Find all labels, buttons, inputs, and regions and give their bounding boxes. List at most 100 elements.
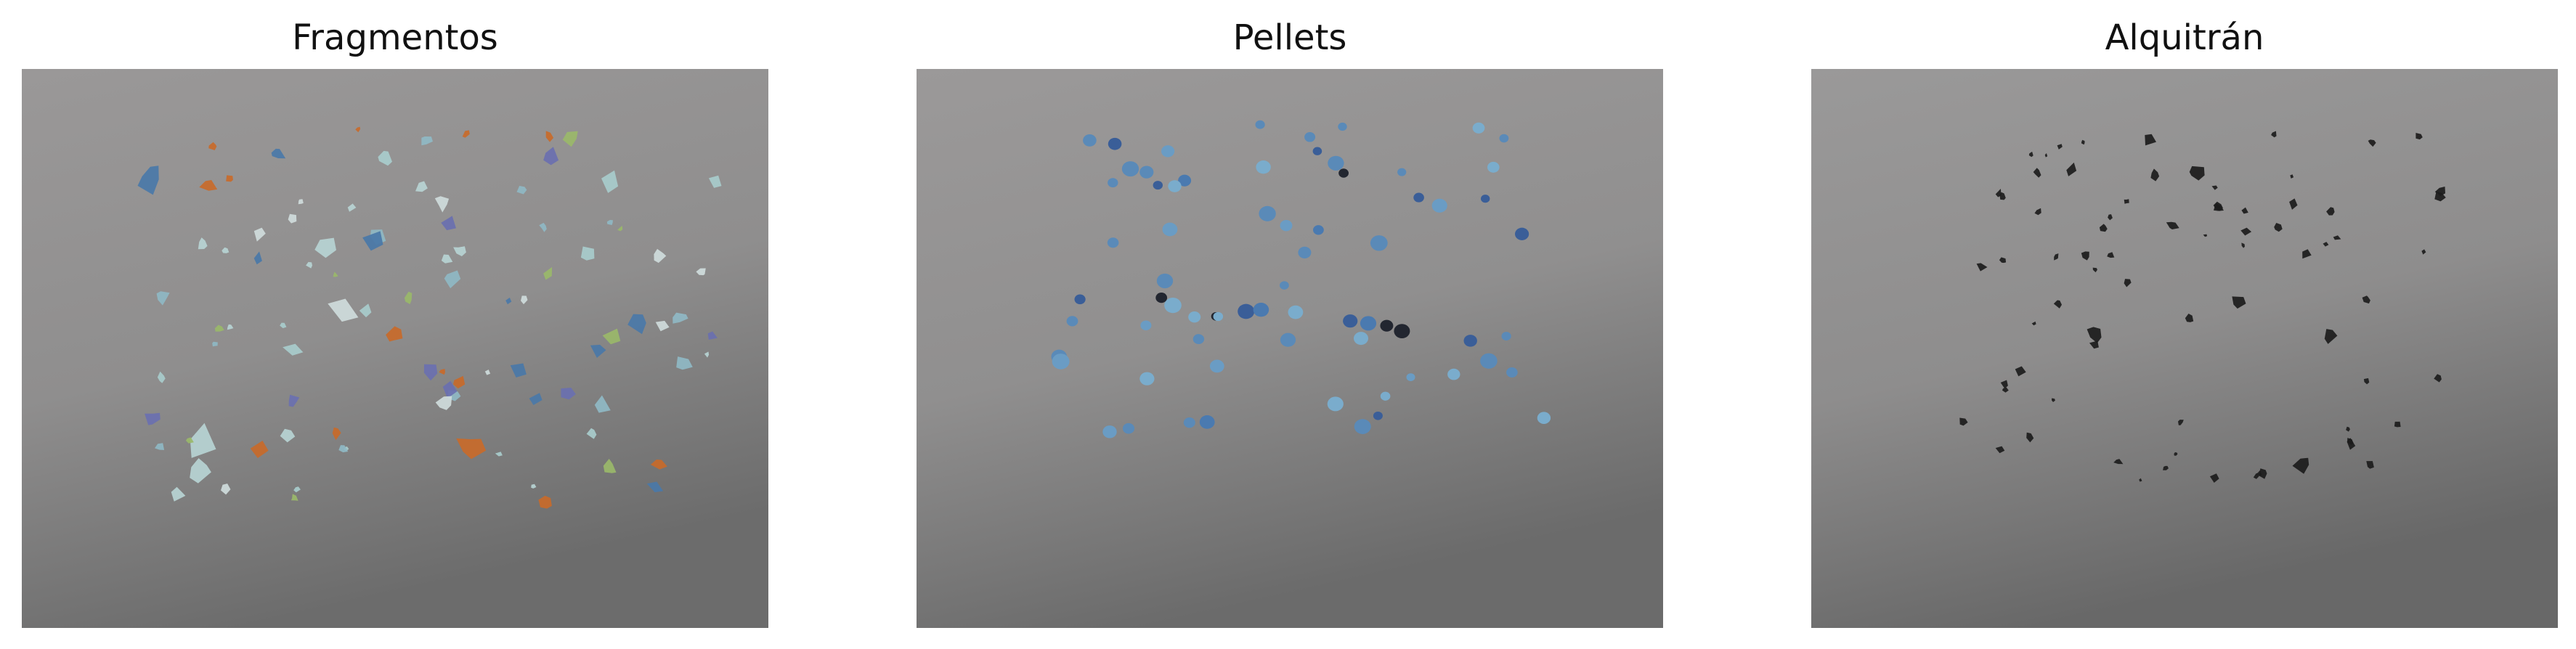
tar-ball [2026, 432, 2034, 443]
tar-ball [2289, 198, 2298, 210]
plastic-pellet [1481, 195, 1490, 203]
plastic-pellet [1360, 316, 1377, 331]
plastic-pellet [1192, 334, 1205, 345]
tar-ball [1999, 257, 2007, 264]
plastic-pellet [1140, 320, 1152, 330]
plastic-fragment [510, 363, 527, 377]
tar-ball [2346, 426, 2350, 432]
plastic-fragment [676, 356, 693, 370]
plastic-fragment [333, 272, 338, 277]
plastic-fragment [355, 126, 361, 133]
tar-ball [2087, 327, 2102, 343]
plastic-fragment [226, 175, 233, 182]
plastic-pellet [1052, 354, 1070, 370]
plastic-pellet [1304, 132, 1316, 142]
tar-ball [2092, 267, 2097, 273]
plastic-fragment [306, 261, 312, 269]
plastic-pellet [1213, 311, 1224, 322]
plastic-fragment [444, 270, 461, 289]
plastic-pellet [1209, 359, 1224, 373]
plastic-pellet [1431, 198, 1447, 213]
tar-ball [2000, 380, 2008, 389]
photo-tar-balls [1811, 69, 2558, 628]
tar-ball [2107, 252, 2115, 258]
tar-ball [2271, 131, 2277, 138]
plastic-fragment [283, 343, 304, 356]
plastic-fragment [562, 131, 578, 147]
plastic-pellet [1188, 311, 1201, 323]
plastic-pellet [1447, 368, 1460, 380]
plastic-fragment [543, 266, 553, 280]
plastic-fragment [538, 495, 552, 509]
plastic-pellet [1183, 417, 1195, 428]
plastic-fragment [338, 445, 349, 453]
plastic-fragment [456, 438, 487, 460]
plastic-pellet [1153, 181, 1163, 190]
tar-ball [2434, 191, 2446, 202]
plastic-pellet [1107, 237, 1119, 248]
plastic-fragment [708, 175, 722, 188]
plastic-fragment [212, 341, 218, 347]
plastic-pellet [1102, 425, 1117, 438]
plastic-pellet [1155, 292, 1168, 303]
tar-ball [2434, 374, 2442, 383]
plastic-fragment [654, 248, 667, 264]
plastic-pellet [1506, 367, 1518, 378]
tar-ball [2034, 208, 2041, 216]
plastic-fragment [484, 370, 491, 375]
tar-ball [2052, 398, 2055, 402]
plastic-fragment [655, 320, 670, 332]
tar-ball [2421, 249, 2426, 255]
plastic-fragment [505, 298, 512, 305]
panel-pellets: Pellets [917, 0, 1663, 649]
plastic-fragment [415, 181, 428, 192]
plastic-fragment [453, 246, 466, 256]
plastic-fragment [190, 458, 211, 483]
plastic-fragment [601, 170, 619, 193]
plastic-pellet [1238, 303, 1255, 319]
plastic-pellet [1472, 122, 1485, 134]
tar-ball [2113, 459, 2124, 465]
plastic-pellet [1380, 319, 1394, 332]
plastic-fragment [441, 254, 453, 264]
plastic-pellet [1397, 168, 1407, 176]
tar-ball [2333, 235, 2341, 240]
plastic-fragment [362, 231, 383, 251]
tar-ball [2363, 377, 2370, 385]
plastic-pellet [1354, 332, 1368, 346]
plastic-fragment [545, 131, 554, 142]
plastic-fragment [157, 371, 166, 383]
plastic-pellet [1501, 332, 1511, 341]
plastic-pellet [1370, 235, 1388, 251]
photo-plastic-fragments [22, 69, 768, 628]
tar-ball [2178, 420, 2184, 425]
plastic-fragment [561, 388, 576, 400]
plastic-pellet [1463, 335, 1477, 347]
plastic-pellet [1338, 122, 1347, 131]
plastic-fragment [673, 312, 688, 324]
plastic-pellet [1256, 160, 1271, 174]
plastic-fragment [214, 324, 224, 332]
plastic-fragment [250, 441, 269, 458]
plastic-pellet [1161, 145, 1175, 158]
plastic-fragment [435, 396, 452, 410]
plastic-pellet [1139, 166, 1154, 179]
plastic-pellet [1259, 205, 1276, 221]
tar-ball [2044, 153, 2048, 158]
plastic-fragment [462, 130, 470, 138]
plastic-fragment [155, 443, 165, 450]
plastic-pellet [1380, 391, 1391, 401]
tar-ball [2241, 242, 2245, 248]
plastic-fragment [529, 393, 543, 405]
plastic-fragment [453, 375, 466, 389]
plastic-pellet [1108, 137, 1122, 150]
plastic-fragment [423, 364, 438, 381]
plastic-pellet [1373, 411, 1383, 420]
plastic-fragment [531, 483, 537, 489]
plastic-fragment [606, 220, 613, 225]
plastic-fragment [646, 481, 664, 493]
plastic-pellet [1178, 174, 1192, 187]
plastic-fragment [271, 148, 286, 159]
plastic-pellet [1066, 316, 1078, 327]
tar-ball [2368, 139, 2376, 147]
